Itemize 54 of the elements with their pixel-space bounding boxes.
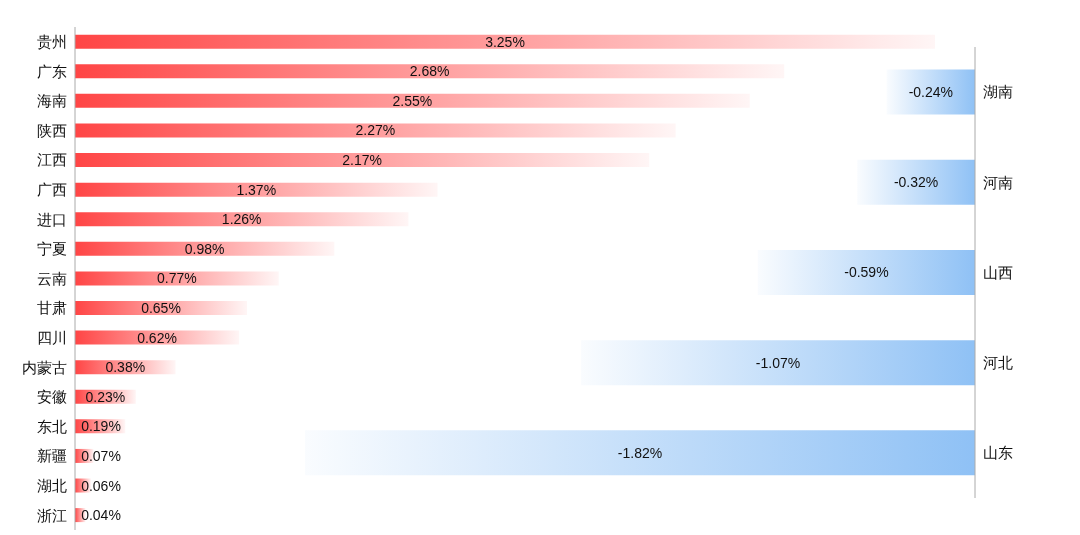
data-label: 1.26% (221, 211, 262, 228)
data-label: 0.06% (81, 477, 121, 494)
y-tick-label: 甘肃 (37, 299, 67, 318)
y-tick-label: 山东 (983, 444, 1013, 463)
bar (75, 212, 409, 227)
data-label: 0.38% (105, 359, 146, 376)
bar (75, 241, 335, 256)
y-tick-label: 浙江 (37, 506, 67, 525)
y-tick-label: 山西 (983, 263, 1013, 282)
bar (75, 93, 750, 108)
bar (75, 182, 438, 197)
data-label: 2.17% (342, 152, 382, 169)
data-label: 3.25% (485, 33, 525, 50)
y-tick-label: 安徽 (37, 388, 67, 407)
data-label: 1.37% (236, 181, 277, 198)
y-tick-label: 海南 (37, 92, 67, 111)
data-label: 0.62% (137, 329, 177, 346)
data-label: -1.82% (617, 444, 663, 461)
y-tick-label: 广西 (37, 181, 67, 200)
data-label: 2.27% (355, 122, 396, 139)
y-tick-label: 贵州 (37, 33, 67, 52)
y-tick-label: 东北 (37, 417, 67, 436)
data-label: -0.32% (893, 174, 939, 191)
data-label: 2.68% (409, 63, 450, 80)
data-label: 0.23% (85, 388, 126, 405)
y-tick-label: 四川 (37, 329, 67, 347)
data-label: 0.65% (141, 299, 181, 316)
data-label: 2.55% (392, 92, 433, 109)
y-tick-label: 广东 (37, 62, 67, 81)
bar (75, 123, 676, 138)
y-tick-label: 河南 (983, 173, 1013, 192)
bar (75, 64, 785, 79)
y-tick-label: 新疆 (37, 447, 67, 466)
data-label: 0.07% (81, 447, 121, 464)
y-tick-label: 内蒙古 (22, 358, 67, 377)
y-tick-label: 湖北 (37, 476, 67, 495)
data-label: 0.04% (81, 507, 121, 524)
y-tick-label: 云南 (37, 269, 67, 288)
bar (75, 271, 279, 286)
bar (75, 300, 247, 315)
y-tick-label: 陕西 (37, 121, 67, 140)
y-tick-label: 江西 (37, 151, 67, 170)
data-label: 0.98% (184, 240, 225, 257)
data-label: -1.07% (755, 354, 801, 371)
y-tick-label: 河北 (983, 354, 1013, 373)
y-tick-label: 湖南 (983, 83, 1013, 102)
bar (75, 34, 935, 49)
data-label: -0.24% (908, 84, 953, 101)
data-label: 0.77% (157, 270, 197, 287)
y-tick-label: 宁夏 (37, 240, 67, 259)
y-tick-label: 进口 (37, 210, 67, 229)
bar (75, 153, 650, 168)
data-label: 0.19% (81, 418, 121, 435)
data-label: -0.59% (844, 264, 889, 281)
